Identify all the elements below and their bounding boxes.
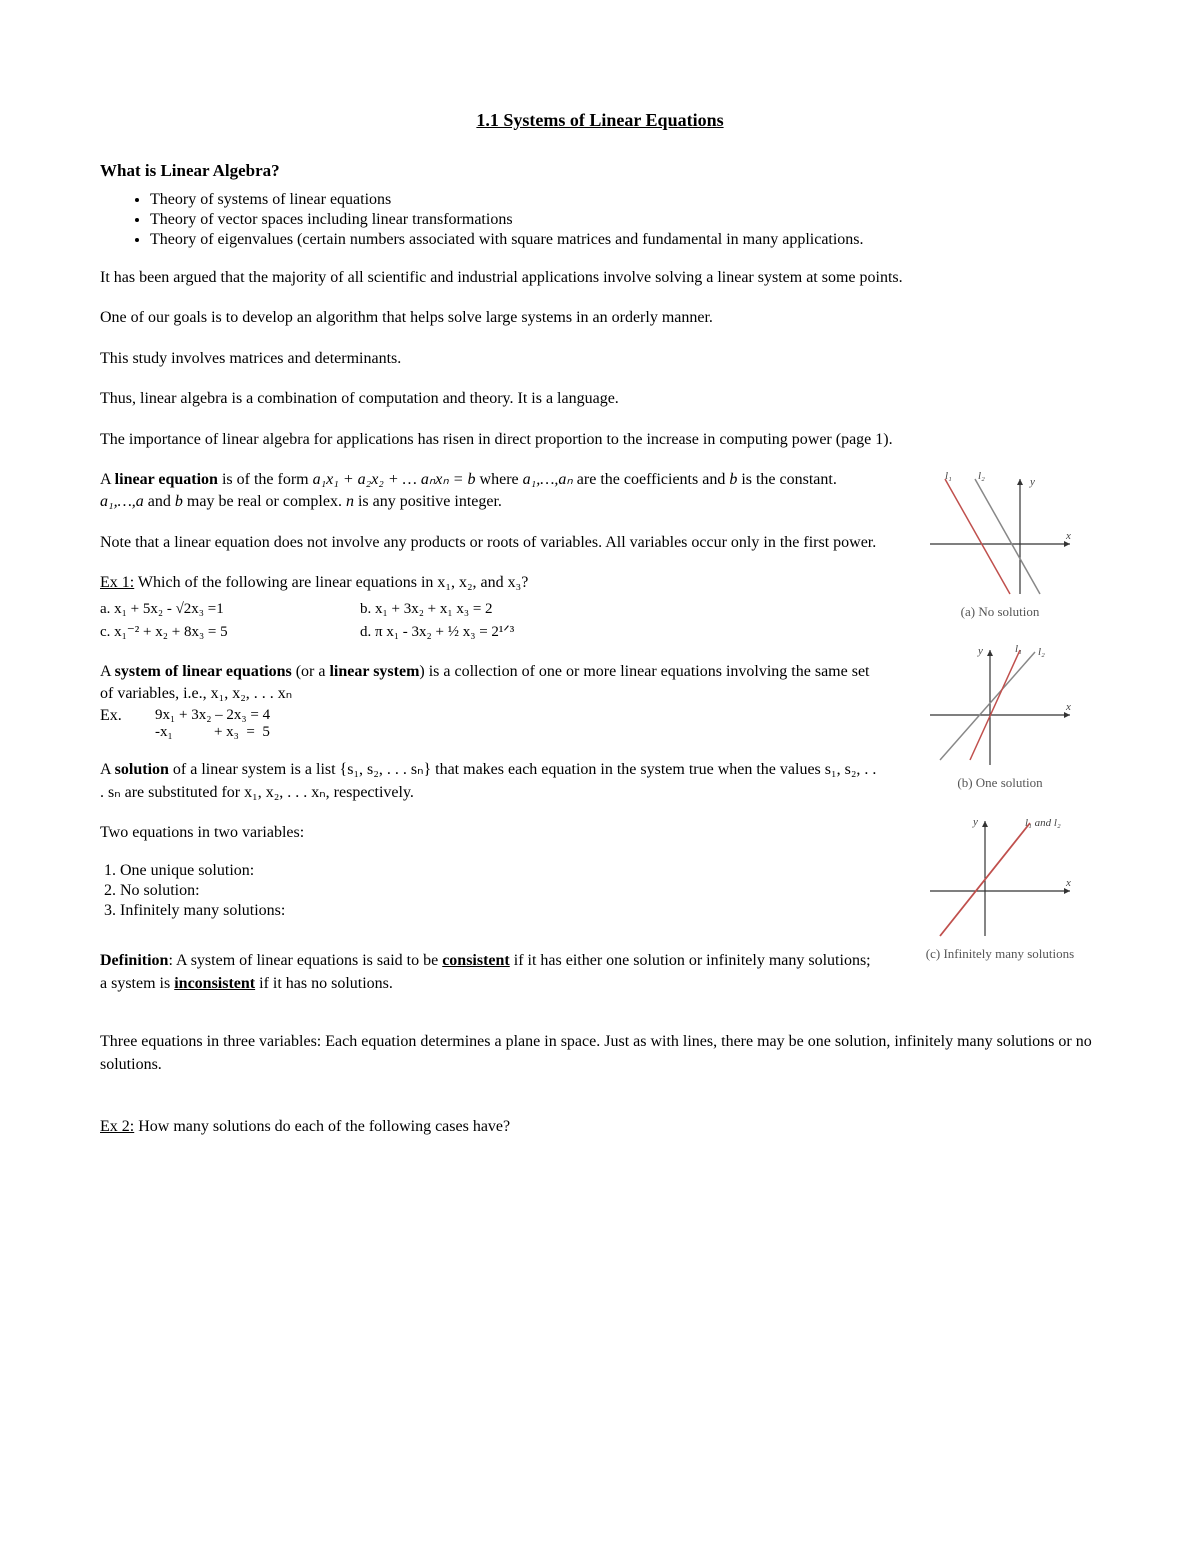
svg-text:y: y [972,816,978,828]
text: A [100,663,115,680]
text: may be real or complex. [183,493,346,510]
paragraph: This study involves matrices and determi… [100,348,1100,370]
text: if it has no solutions. [255,975,393,992]
definition-label: Definition [100,952,168,969]
figure-caption: (a) No solution [900,604,1100,620]
option-a: a. x₁ + 5x₂ - √2x₃ =1 [100,599,360,620]
svg-text:l₁ and l₂: l₁ and l₂ [1025,817,1061,829]
figure-b-one-solution: l₁ l₂ y x (b) One solution [900,640,1100,791]
graph-intersecting-lines-icon: l₁ l₂ y x [920,640,1080,770]
svg-text:y: y [1029,476,1035,488]
equation: 9x₁ + 3x₂ – 2x₃ = 4 [155,707,270,723]
text: is any positive integer. [354,493,502,510]
svg-text:l₁: l₁ [945,470,952,482]
term-solution: solution [115,761,169,778]
text: are the coefficients and [573,471,730,488]
option-d: d. π x₁ - 3x₂ + ½ x₃ = 2¹ᐟ³ [360,620,620,643]
bullet-list: Theory of systems of linear equations Th… [100,191,1100,249]
term-inconsistent: inconsistent [174,975,255,992]
paragraph: Thus, linear algebra is a combination of… [100,388,1100,410]
document-page: 1.1 Systems of Linear Equations What is … [0,0,1200,1256]
linear-equation-def: A linear equation is of the form a₁x₁ + … [100,469,880,514]
example-question: How many solutions do each of the follow… [134,1118,510,1135]
example-1-options: a. x₁ + 5x₂ - √2x₃ =1 b. x₁ + 3x₂ + x₁ x… [100,599,880,643]
paragraph: Three equations in three variables: Each… [100,1031,1100,1076]
text: is of the form [218,471,313,488]
term-linear-system: linear system [329,663,419,680]
text: a₁,…,a [100,493,144,510]
system-example: Ex.9x₁ + 3x₂ – 2x₃ = 4 -x₁ + x₃ = 5 [100,707,880,741]
svg-text:l₂: l₂ [978,470,985,482]
bullet-item: Theory of eigenvalues (certain numbers a… [150,231,1100,249]
text: b [175,493,183,510]
svg-text:l₂: l₂ [1038,646,1045,658]
paragraph: It has been argued that the majority of … [100,267,1100,289]
text: A [100,471,115,488]
example-question: Which of the following are linear equati… [134,574,528,591]
svg-text:x: x [1065,530,1071,542]
paragraph: Note that a linear equation does not inv… [100,532,880,554]
option-c: c. x₁⁻² + x₂ + 8x₃ = 5 [100,620,360,643]
text: and [144,493,175,510]
svg-text:x: x [1065,877,1071,889]
paragraph: Two equations in two variables: [100,822,880,844]
term-system: system of linear equations [115,663,292,680]
bullet-item: Theory of vector spaces including linear… [150,211,1100,229]
text: (or a [292,663,330,680]
equation-form: a₁x₁ + a₂x₂ + … aₙxₙ = b [313,471,476,488]
section-heading-what: What is Linear Algebra? [100,161,1100,181]
figure-a-no-solution: l₁ l₂ y x (a) No solution [900,469,1100,620]
text: A [100,761,115,778]
content-left-column: A linear equation is of the form a₁x₁ + … [100,469,880,1013]
term-consistent: consistent [442,952,510,969]
graph-coincident-lines-icon: l₁ and l₂ y x [920,811,1080,941]
example-label: Ex. [100,707,155,725]
example-2-prompt: Ex 2: How many solutions do each of the … [100,1116,1100,1138]
solution-def: A solution of a linear system is a list … [100,759,880,804]
figure-caption: (b) One solution [900,775,1100,791]
text: where [476,471,523,488]
system-def: A system of linear equations (or a linea… [100,661,880,706]
figure-c-infinite-solutions: l₁ and l₂ y x (c) Infinitely many soluti… [900,811,1100,962]
option-b: b. x₁ + 3x₂ + x₁ x₃ = 2 [360,599,620,620]
svg-text:y: y [977,645,983,657]
content-with-figures: A linear equation is of the form a₁x₁ + … [100,469,1100,1013]
figures-column: l₁ l₂ y x (a) No solution l₁ l₂ [900,469,1100,1013]
paragraph: The importance of linear algebra for app… [100,429,1100,451]
case-item: Infinitely many solutions: [120,902,880,920]
text: is the constant. [737,471,837,488]
graph-parallel-lines-icon: l₁ l₂ y x [920,469,1080,599]
example-label: Ex 2: [100,1118,134,1135]
case-item: One unique solution: [120,862,880,880]
paragraph: One of our goals is to develop an algori… [100,307,1100,329]
page-title: 1.1 Systems of Linear Equations [100,110,1100,131]
bullet-item: Theory of systems of linear equations [150,191,1100,209]
solution-cases-list: One unique solution: No solution: Infini… [100,862,880,920]
text: of a linear system is a list {s₁, s₂, . … [100,761,876,800]
figure-caption: (c) Infinitely many solutions [900,946,1100,962]
example-1-prompt: Ex 1: Which of the following are linear … [100,572,880,594]
term-linear-equation: linear equation [115,471,218,488]
equation-block: 9x₁ + 3x₂ – 2x₃ = 4 -x₁ + x₃ = 5 [155,707,270,741]
text: a₁,…,aₙ [523,471,573,488]
definition-block: Definition: A system of linear equations… [100,950,880,995]
case-item: No solution: [120,882,880,900]
equation: -x₁ + x₃ = 5 [155,724,270,740]
svg-text:x: x [1065,701,1071,713]
text: : A system of linear equations is said t… [168,952,442,969]
svg-text:l₁: l₁ [1015,643,1022,655]
text: n [346,493,354,510]
example-label: Ex 1: [100,574,134,591]
